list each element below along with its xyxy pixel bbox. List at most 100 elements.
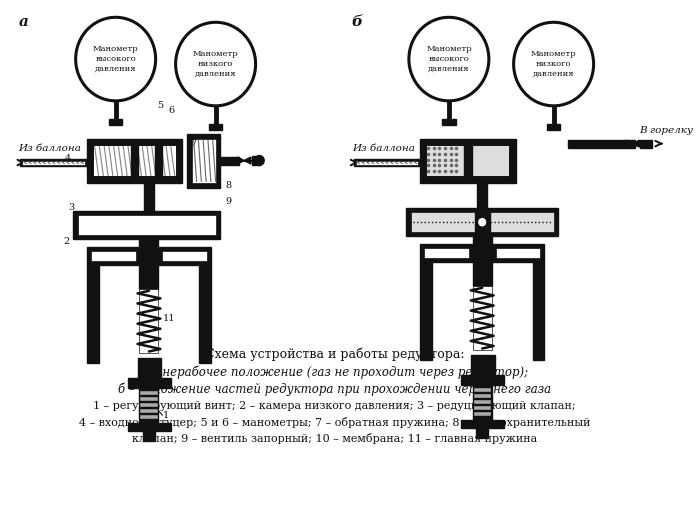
Bar <box>141 403 158 407</box>
Bar <box>424 248 469 258</box>
Text: 4 – входной штуцер; 5 и 6 – манометры; 7 – обратная пружина; 8 – предохранительн: 4 – входной штуцер; 5 и 6 – манометры; 7… <box>79 417 590 428</box>
Bar <box>252 156 260 165</box>
Text: а – нерабочее положение (газ не проходит через редуктор);: а – нерабочее положение (газ не проходит… <box>141 366 528 379</box>
Text: В горелку: В горелку <box>639 126 693 134</box>
Bar <box>461 375 504 385</box>
Bar <box>420 262 432 360</box>
Bar <box>475 210 490 234</box>
Text: 4: 4 <box>65 154 71 163</box>
Bar <box>87 247 139 265</box>
Bar <box>477 183 487 208</box>
Bar <box>474 412 491 416</box>
Polygon shape <box>633 140 639 147</box>
Bar <box>220 157 239 164</box>
Circle shape <box>514 22 594 106</box>
Bar <box>496 248 540 258</box>
Bar <box>533 262 544 360</box>
Bar <box>109 119 122 125</box>
Text: б – положение частей редуктора при прохождении через него газа: б – положение частей редуктора при прохо… <box>118 382 551 396</box>
Bar <box>20 159 87 166</box>
Bar <box>128 379 171 388</box>
Bar <box>78 215 216 235</box>
Bar <box>141 397 158 401</box>
Bar <box>473 385 491 420</box>
Bar <box>420 244 473 262</box>
Text: Манометр
низкого
давления: Манометр низкого давления <box>193 50 239 78</box>
Text: 9: 9 <box>225 197 231 206</box>
Bar <box>354 159 420 166</box>
Circle shape <box>409 18 489 101</box>
Bar <box>640 140 652 148</box>
Bar <box>87 139 182 183</box>
Bar <box>477 428 488 438</box>
Bar <box>141 391 158 395</box>
Bar <box>141 409 158 413</box>
Bar <box>141 415 158 419</box>
Bar <box>22 161 85 164</box>
Text: клапан; 9 – вентиль запорный; 10 – мембрана; 11 – главная пружина: клапан; 9 – вентиль запорный; 10 – мембр… <box>132 433 538 444</box>
Text: а: а <box>18 15 29 29</box>
Polygon shape <box>626 140 633 147</box>
Bar <box>568 140 634 148</box>
Text: 1 – регулирующий винт; 2 – камера низкого давления; 3 – редуцирующий клапан;: 1 – регулирующий винт; 2 – камера низког… <box>93 401 576 411</box>
Polygon shape <box>237 157 244 164</box>
Text: 2: 2 <box>63 236 69 246</box>
Bar <box>192 139 216 183</box>
Bar <box>93 145 176 178</box>
Bar <box>411 212 554 232</box>
Bar <box>547 124 560 130</box>
Circle shape <box>477 217 487 227</box>
Bar <box>442 119 456 125</box>
Text: Из баллона: Из баллона <box>18 144 81 152</box>
Text: Схема устройства и работы редуктора:: Схема устройства и работы редуктора: <box>205 348 464 361</box>
Text: 3: 3 <box>68 203 74 212</box>
Bar <box>474 388 491 392</box>
Bar <box>91 251 136 261</box>
Text: 8: 8 <box>225 181 231 190</box>
Bar <box>473 236 491 286</box>
Bar <box>139 388 158 423</box>
Bar <box>158 247 211 265</box>
Bar <box>474 394 491 398</box>
Bar <box>131 145 139 178</box>
Circle shape <box>76 18 155 101</box>
Text: 11: 11 <box>163 314 176 323</box>
Bar <box>471 355 495 375</box>
Bar <box>187 134 220 188</box>
Bar <box>464 145 472 178</box>
Bar <box>474 400 491 404</box>
Text: б: б <box>352 15 363 29</box>
Bar <box>73 211 220 239</box>
Circle shape <box>255 156 264 165</box>
Bar <box>137 358 161 379</box>
Bar <box>209 124 223 130</box>
Bar <box>461 420 504 428</box>
Bar <box>491 244 544 262</box>
Bar <box>144 183 154 213</box>
Circle shape <box>176 22 256 106</box>
Bar <box>426 145 510 178</box>
Polygon shape <box>244 157 251 164</box>
Bar <box>128 423 171 431</box>
Bar <box>87 265 99 364</box>
Bar <box>406 208 559 236</box>
Text: Манометр
высокого
давления: Манометр высокого давления <box>426 45 472 73</box>
Bar <box>155 145 162 178</box>
Text: 1: 1 <box>163 410 169 420</box>
Bar <box>199 265 211 364</box>
Bar <box>473 286 491 351</box>
Bar <box>420 139 515 183</box>
Bar <box>162 251 207 261</box>
Bar <box>480 200 485 210</box>
Text: Манометр
высокого
давления: Манометр высокого давления <box>93 45 139 73</box>
Text: 5: 5 <box>158 101 164 110</box>
Bar <box>139 239 158 289</box>
Text: Манометр
низкого
давления: Манометр низкого давления <box>531 50 576 78</box>
Text: 6: 6 <box>168 106 174 115</box>
Text: 10: 10 <box>199 276 211 284</box>
Bar <box>144 431 155 441</box>
Text: Из баллона: Из баллона <box>352 144 414 152</box>
Bar <box>474 406 491 410</box>
Text: 7: 7 <box>190 139 196 148</box>
Bar <box>139 289 158 353</box>
